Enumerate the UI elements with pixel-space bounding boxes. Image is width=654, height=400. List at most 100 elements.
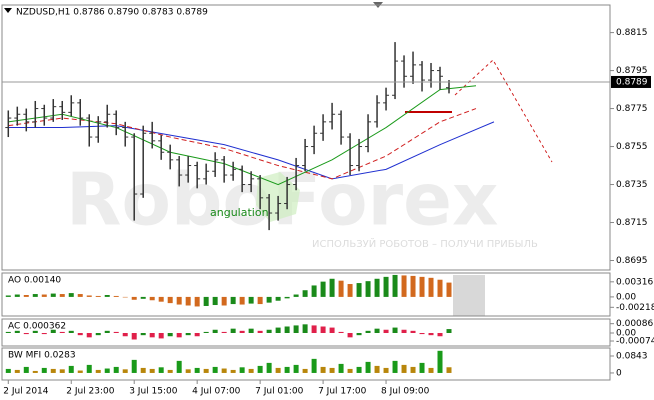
histogram-bar bbox=[167, 369, 173, 373]
histogram-bar bbox=[50, 368, 56, 373]
y-tick-label: 0.000861 bbox=[616, 319, 654, 329]
histogram-bar bbox=[419, 362, 425, 373]
histogram-bar bbox=[68, 330, 74, 333]
histogram-bar bbox=[248, 328, 254, 333]
histogram-bar bbox=[14, 330, 20, 333]
histogram-bar bbox=[338, 363, 344, 373]
histogram-bar bbox=[23, 295, 29, 297]
panel-title: AC 0.000362 bbox=[8, 322, 66, 332]
histogram-bar bbox=[14, 369, 20, 373]
x-tick-label: 4 Jul 07:00 bbox=[192, 387, 241, 397]
histogram-bar bbox=[428, 277, 434, 297]
x-tick-label: 2 Jul 23:00 bbox=[66, 387, 115, 397]
histogram-bar bbox=[95, 333, 101, 336]
histogram-bar bbox=[185, 296, 191, 306]
histogram-bar bbox=[329, 327, 335, 333]
histogram-bar bbox=[203, 296, 209, 306]
histogram-bar bbox=[14, 294, 20, 297]
histogram-bar bbox=[401, 275, 407, 297]
histogram-bar bbox=[77, 333, 83, 336]
y-tick-label: 0.00316 bbox=[616, 277, 653, 287]
histogram-bar bbox=[392, 327, 398, 333]
panel-frame bbox=[1, 347, 611, 381]
histogram-bar bbox=[248, 296, 254, 304]
histogram-bar bbox=[374, 278, 380, 297]
histogram-bar bbox=[302, 368, 308, 373]
histogram-bar bbox=[419, 333, 425, 335]
x-tick-label: 7 Jul 17:00 bbox=[318, 387, 367, 397]
x-tick-label: 3 Jul 15:00 bbox=[129, 387, 178, 397]
histogram-bar bbox=[356, 333, 362, 336]
panel-title: NZDUSD,H1 0.8786 0.8790 0.8783 0.8789 bbox=[16, 8, 208, 18]
histogram-bar bbox=[329, 278, 335, 297]
histogram-bar bbox=[239, 330, 245, 333]
histogram-bar bbox=[266, 362, 272, 373]
x-tick-label: 8 Jul 09:00 bbox=[381, 387, 430, 397]
histogram-bar bbox=[374, 365, 380, 373]
histogram-bar bbox=[257, 365, 263, 373]
histogram-bar bbox=[113, 295, 119, 297]
histogram-bar bbox=[437, 279, 443, 297]
histogram-bar bbox=[140, 367, 146, 373]
histogram-bar bbox=[194, 333, 200, 337]
histogram-bar bbox=[41, 333, 47, 335]
panel-title: BW MFI 0.0283 bbox=[8, 351, 76, 361]
y-tick-label: 0.00 bbox=[616, 292, 636, 302]
histogram-bar bbox=[428, 333, 434, 336]
histogram-bar bbox=[392, 274, 398, 297]
histogram-bar bbox=[104, 330, 110, 333]
histogram-bar bbox=[239, 296, 245, 305]
histogram-bar bbox=[212, 329, 218, 333]
histogram-bar bbox=[104, 295, 110, 297]
histogram-bar bbox=[23, 366, 29, 373]
x-tick-label: 7 Jul 01:00 bbox=[255, 387, 304, 397]
histogram-bar bbox=[419, 276, 425, 297]
histogram-bar bbox=[230, 328, 236, 333]
histogram-bar bbox=[410, 366, 416, 373]
histogram-bar bbox=[383, 329, 389, 333]
histogram-bar bbox=[41, 367, 47, 373]
histogram-bar bbox=[131, 333, 137, 340]
histogram-bar bbox=[5, 331, 11, 333]
histogram-bar bbox=[41, 294, 47, 297]
histogram-bar bbox=[185, 333, 191, 336]
histogram-bar bbox=[365, 330, 371, 333]
histogram-bar bbox=[158, 333, 164, 339]
histogram-bar bbox=[77, 370, 83, 373]
histogram-bar bbox=[77, 294, 83, 297]
price-badge bbox=[611, 75, 651, 88]
histogram-bar bbox=[257, 296, 263, 305]
histogram-bar bbox=[68, 365, 74, 373]
histogram-bar bbox=[275, 367, 281, 373]
histogram-bar bbox=[311, 325, 317, 333]
panel-title: AO 0.00140 bbox=[8, 276, 61, 286]
histogram-bar bbox=[293, 294, 299, 297]
histogram-bar bbox=[149, 296, 155, 301]
histogram-bar bbox=[203, 331, 209, 333]
histogram-bar bbox=[122, 333, 128, 337]
histogram-bar bbox=[320, 281, 326, 297]
histogram-bar bbox=[284, 366, 290, 373]
histogram-bar bbox=[140, 296, 146, 299]
histogram-bar bbox=[239, 367, 245, 373]
histogram-bar bbox=[176, 296, 182, 305]
histogram-bar bbox=[302, 324, 308, 333]
menu-arrow bbox=[4, 8, 12, 13]
histogram-bar bbox=[149, 368, 155, 373]
histogram-bar bbox=[230, 369, 236, 373]
histogram-bar bbox=[401, 364, 407, 373]
histogram-bar bbox=[221, 331, 227, 333]
histogram-bar bbox=[95, 295, 101, 297]
histogram-bar bbox=[158, 296, 164, 302]
histogram-bar bbox=[338, 280, 344, 297]
histogram-bar bbox=[437, 350, 443, 373]
histogram-bar bbox=[32, 370, 38, 373]
histogram-bar bbox=[320, 326, 326, 333]
histogram-bar bbox=[212, 296, 218, 306]
histogram-bar bbox=[446, 282, 452, 297]
histogram-bar bbox=[5, 368, 11, 373]
histogram-bar bbox=[365, 361, 371, 373]
y-tick-label: -0.00074 bbox=[616, 337, 654, 347]
histogram-bar bbox=[356, 283, 362, 297]
